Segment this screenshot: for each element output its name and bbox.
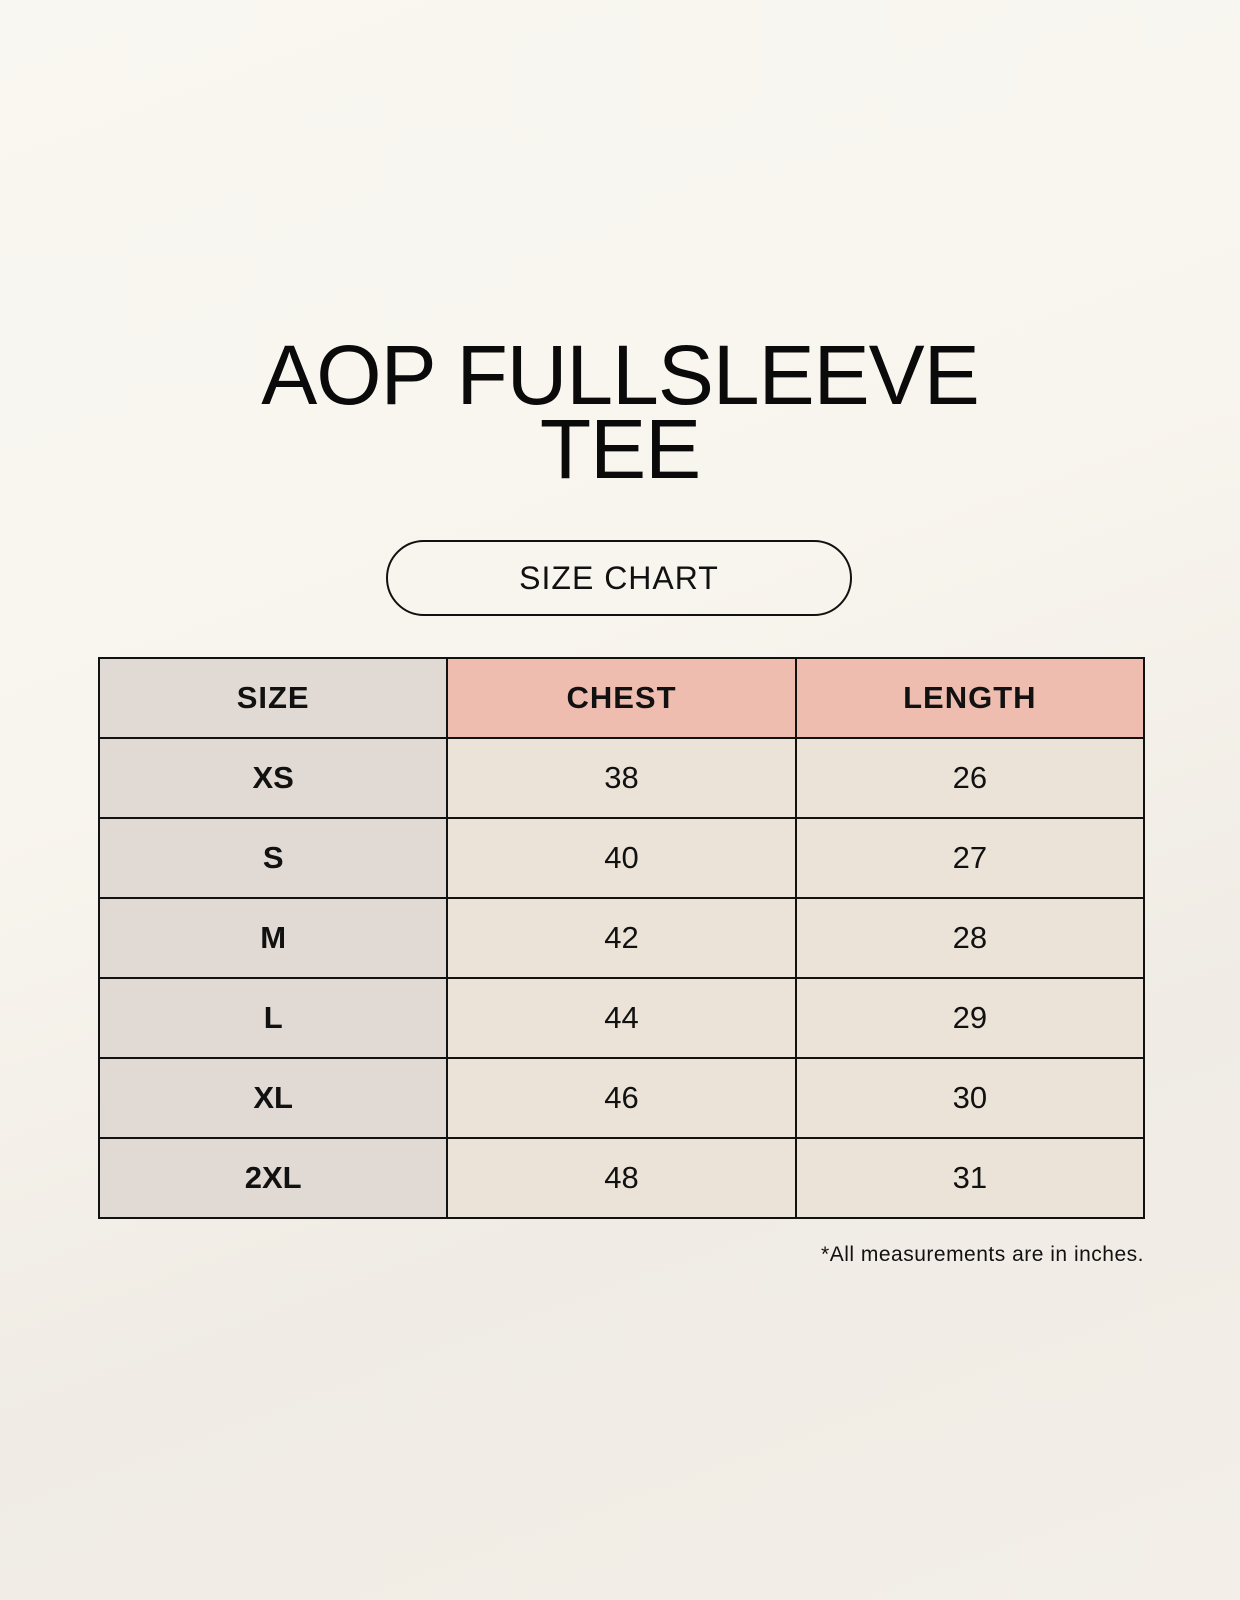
length-cell: 30 (794, 1057, 1146, 1139)
size-cell: L (97, 977, 449, 1059)
chest-cell: 38 (446, 737, 797, 819)
size-cell: M (97, 897, 449, 979)
length-cell: 31 (794, 1137, 1146, 1219)
size-cell: XL (97, 1057, 449, 1139)
length-cell: 27 (794, 817, 1146, 899)
chest-cell: 42 (446, 897, 797, 979)
length-cell: 29 (794, 977, 1146, 1059)
length-cell: 28 (794, 897, 1146, 979)
header-size: SIZE (97, 657, 449, 739)
table-header-row: SIZE CHEST LENGTH (97, 657, 1146, 739)
table-row: M 42 28 (97, 897, 1146, 979)
header-chest: CHEST (446, 657, 797, 739)
table-row: S 40 27 (97, 817, 1146, 899)
table-row: XS 38 26 (97, 737, 1146, 819)
chest-cell: 48 (446, 1137, 797, 1219)
size-cell: S (97, 817, 449, 899)
title-line: TEE (539, 402, 701, 496)
size-chart-badge: SIZE CHART (386, 540, 852, 616)
title-line: AOP FULLSLEEVE (261, 328, 979, 422)
size-cell: XS (97, 737, 449, 819)
chest-cell: 40 (446, 817, 797, 899)
table-row: 2XL 48 31 (97, 1137, 1146, 1219)
table-row: L 44 29 (97, 977, 1146, 1059)
size-chart-table: SIZE CHEST LENGTH XS 38 26 S 40 27 M 42 28 L 44 29 X… (97, 657, 1146, 1219)
length-cell: 26 (794, 737, 1146, 819)
chest-cell: 46 (446, 1057, 797, 1139)
size-cell: 2XL (97, 1137, 449, 1219)
header-length: LENGTH (794, 657, 1146, 739)
chest-cell: 44 (446, 977, 797, 1059)
table-row: XL 46 30 (97, 1057, 1146, 1139)
page-title: AOP FULLSLEEVE TEE (0, 328, 1240, 496)
footnote: *All measurements are in inches. (821, 1243, 1144, 1266)
